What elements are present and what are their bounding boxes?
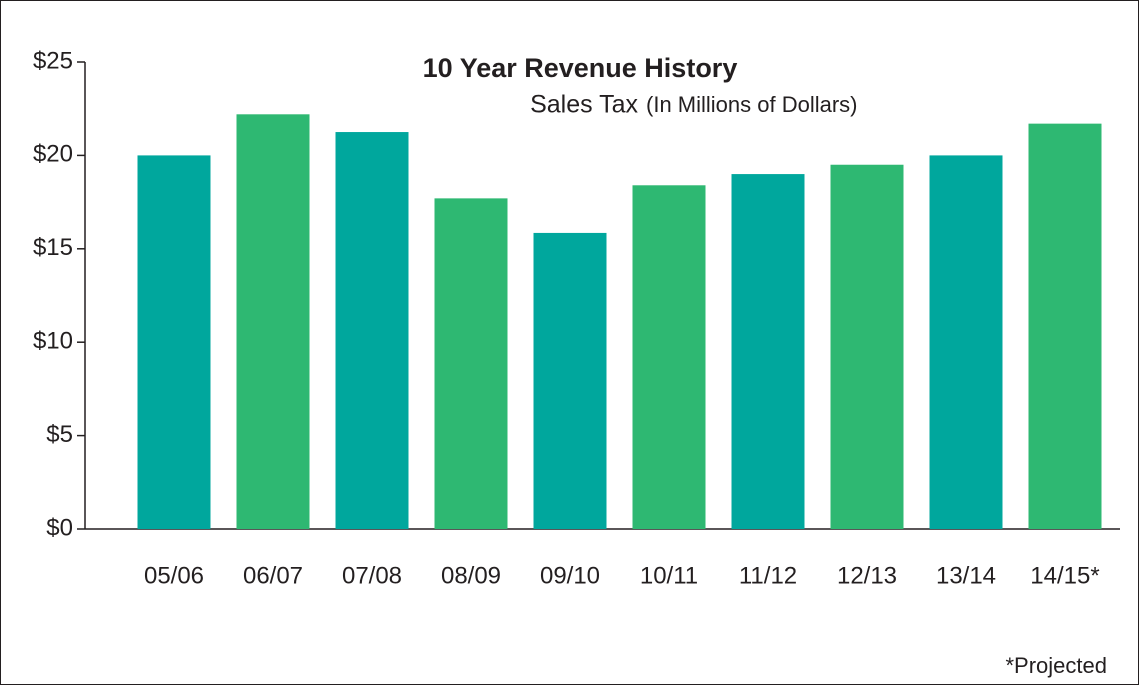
chart-title: 10 Year Revenue History [423, 53, 738, 83]
bar [434, 198, 508, 529]
bar [533, 232, 607, 529]
x-tick-label: 06/07 [243, 562, 303, 589]
x-tick-label: 08/09 [441, 562, 501, 589]
chart-units: (In Millions of Dollars) [646, 92, 858, 117]
y-tick-label: $20 [33, 141, 73, 168]
x-tick-label: 09/10 [540, 562, 600, 589]
bar [1028, 123, 1102, 530]
bar [236, 114, 310, 529]
bar [335, 132, 409, 530]
bar [632, 185, 706, 529]
x-tick-label: 10/11 [640, 562, 698, 589]
annotation: *Projected [1005, 653, 1107, 678]
y-tick-label: $0 [46, 514, 73, 541]
x-tick-label: 12/13 [837, 562, 897, 589]
y-tick-label: $10 [33, 328, 73, 355]
bar [830, 164, 904, 530]
bar [929, 155, 1003, 529]
y-tick-label: $15 [33, 234, 73, 261]
x-tick-label: 05/06 [144, 562, 204, 589]
x-tick-label: 14/15* [1030, 562, 1099, 589]
y-tick-label: $25 [33, 47, 73, 74]
x-tick-label: 11/12 [739, 562, 797, 589]
y-tick-label: $5 [46, 421, 73, 448]
x-tick-label: 13/14 [936, 562, 996, 589]
chart-subtitle: Sales Tax [530, 91, 638, 119]
bar [137, 155, 211, 529]
bar [731, 174, 805, 529]
x-tick-label: 07/08 [342, 562, 402, 589]
